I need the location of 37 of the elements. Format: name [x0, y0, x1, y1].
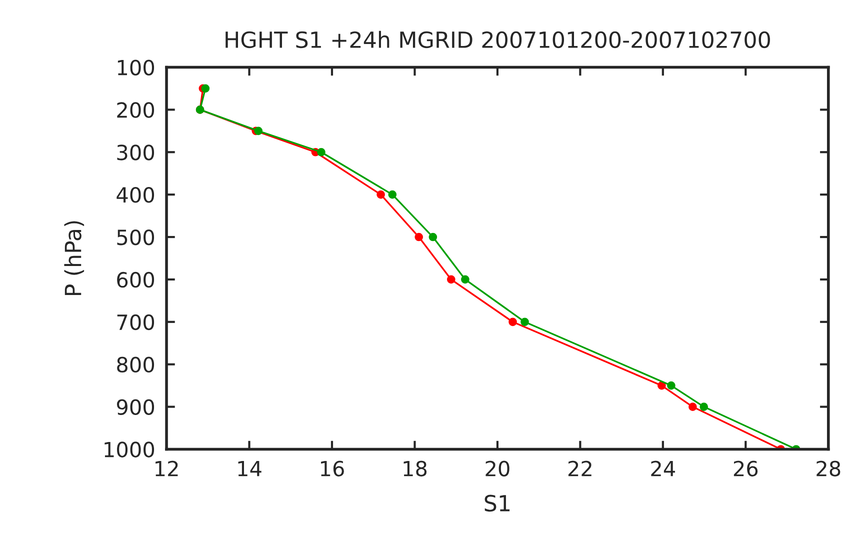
- point: [317, 148, 326, 156]
- x-tick-label: 22: [568, 460, 592, 476]
- y-tick-label: 800: [117, 356, 154, 373]
- y-tick-label: 500: [117, 229, 154, 246]
- chart-title: HGHT S1 +24h MGRID 2007101200-2007102700: [226, 30, 770, 48]
- y-axis-title: P (hPa): [64, 221, 84, 296]
- y-tick-label: 1000: [104, 442, 154, 458]
- point: [667, 381, 676, 390]
- point: [520, 318, 529, 326]
- point: [388, 190, 397, 199]
- y-tick-label: 200: [117, 102, 154, 118]
- x-tick-label: 12: [156, 460, 178, 476]
- y-tick-label: 400: [116, 187, 154, 203]
- point: [428, 232, 438, 242]
- x-tick-label: 20: [486, 460, 510, 476]
- x-axis-title: S1: [484, 494, 510, 512]
- y-tick-label: 600: [117, 272, 154, 288]
- point: [201, 84, 210, 93]
- point: [446, 275, 456, 284]
- x-tick-label: 24: [651, 460, 676, 476]
- point: [508, 318, 517, 326]
- y-tick-label: 300: [117, 144, 154, 160]
- point: [461, 275, 470, 284]
- y-tick-label: 700: [117, 314, 154, 330]
- point: [376, 190, 385, 199]
- point: [414, 232, 424, 242]
- x-tick-label: 14: [238, 460, 262, 476]
- point: [658, 381, 666, 390]
- y-tick-label: 100: [118, 60, 154, 76]
- x-tick-label: 16: [321, 460, 344, 476]
- point: [688, 402, 697, 411]
- x-tick-label: 18: [404, 460, 427, 476]
- point: [700, 402, 708, 411]
- y-tick-label: 900: [116, 399, 154, 415]
- point: [254, 126, 263, 136]
- x-tick-label: 28: [816, 460, 840, 476]
- x-tick-label: 26: [734, 460, 758, 476]
